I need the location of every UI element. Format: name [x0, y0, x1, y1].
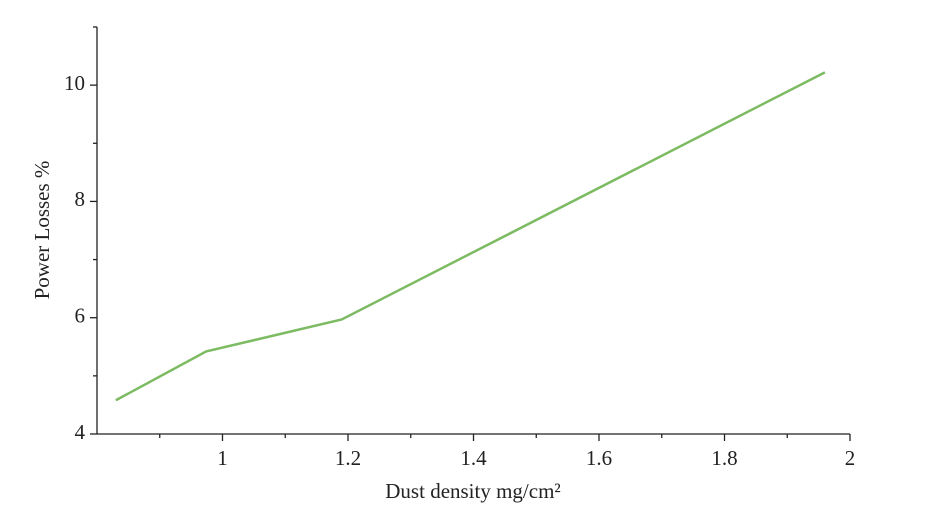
x-tick-label: 2	[845, 446, 856, 470]
y-tick-label: 8	[75, 187, 86, 211]
x-tick-label: 1.4	[460, 446, 487, 470]
data-line	[115, 71, 826, 402]
y-tick-label: 6	[75, 304, 86, 328]
x-tick-label: 1	[217, 446, 228, 470]
y-tick-label: 4	[75, 420, 86, 444]
y-tick-label: 10	[64, 71, 85, 95]
x-tick-label: 1.8	[711, 446, 737, 470]
x-tick-label: 1.6	[586, 446, 612, 470]
x-axis-title: Dust density mg/cm²	[385, 479, 560, 503]
x-tick-label: 1.2	[335, 446, 361, 470]
y-axis-title: Power Losses %	[30, 161, 54, 300]
